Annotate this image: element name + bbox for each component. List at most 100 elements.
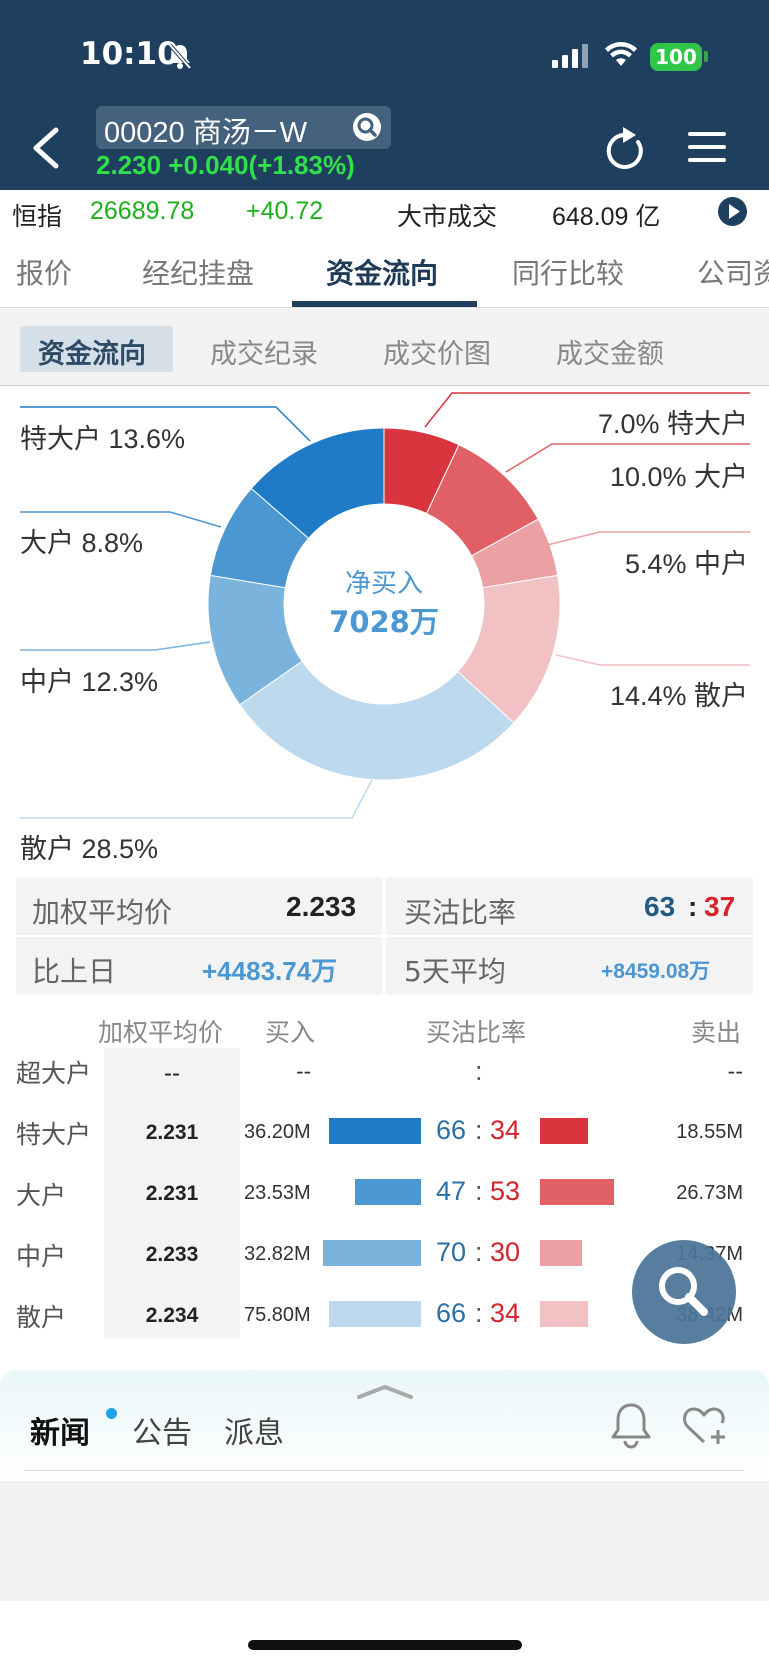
ratio-sep-super: : [475, 1115, 483, 1145]
leader-line-sell-large [505, 443, 750, 473]
buy-sell-ratio-label: 买沽比率 [404, 896, 517, 929]
donut-slice-buy-0 [250, 427, 385, 540]
sell-bar-large [540, 1179, 614, 1205]
cell-avg-retail: 2.234 [145, 1304, 199, 1327]
floating-search-button[interactable] [632, 1240, 736, 1344]
ratio-sell-super: 34 [490, 1115, 521, 1145]
chevron-up-icon[interactable] [357, 1383, 413, 1401]
ratio-buy-medium: 70 [436, 1237, 467, 1267]
battery-indicator: 100 [650, 43, 702, 71]
donut-label-sell-large: 10.0% 大户 [609, 462, 748, 492]
main-tabs: 报价 经纪挂盘 资金流向 同行比较 公司资 [0, 230, 769, 308]
bell-icon[interactable] [608, 1400, 654, 1450]
avg-price-label: 加权平均价 [32, 896, 173, 929]
cell-avg-medium: 2.233 [145, 1243, 199, 1266]
active-tab-indicator [292, 301, 477, 307]
donut-label-buy-super: 特大户 13.6% [20, 424, 186, 454]
news-tab-news[interactable]: 新闻 [30, 1416, 90, 1451]
col-header-avg-price: 加权平均价 [98, 1018, 224, 1047]
news-list-area [0, 1481, 769, 1601]
market-index-bar [0, 190, 769, 230]
play-icon[interactable] [718, 197, 747, 226]
leader-line-buy-large [20, 511, 222, 528]
row-label-super: 特大户 [16, 1120, 92, 1149]
vs-prev-day-value: +4483.74万 [202, 956, 338, 986]
summary-vs-prev-cell [16, 937, 382, 994]
summary-avg5-cell [386, 937, 753, 994]
capital-flow-donut-chart: 净买入 7028万 [20, 392, 750, 819]
subtab-trade-record[interactable]: 成交纪录 [210, 339, 318, 370]
bell-off-icon [168, 43, 192, 70]
tab-quote[interactable]: 报价 [16, 257, 73, 290]
news-tab-announcements[interactable]: 公告 [132, 1416, 192, 1451]
leader-line-buy-retail [20, 779, 373, 819]
avg-price-value: 2.233 [286, 891, 357, 922]
menu-icon[interactable] [688, 130, 726, 164]
leader-line-sell-retail [555, 654, 750, 666]
refresh-icon[interactable] [602, 124, 648, 174]
status-time: 10:10 [80, 36, 179, 72]
five-day-avg-value: +8459.08万 [601, 960, 711, 983]
buy-sell-ratio-sell: 37 [704, 891, 736, 922]
ratio-buy-large: 47 [436, 1176, 467, 1206]
cell-buy-super: 36.20M [244, 1121, 311, 1143]
avg-price-column-bg [104, 1048, 240, 1338]
index-label: 恒指 [12, 202, 63, 231]
subtab-capital-flow[interactable]: 资金流向 [38, 339, 146, 370]
back-button[interactable] [26, 120, 66, 176]
subtab-trade-price-chart[interactable]: 成交价图 [383, 339, 491, 370]
leader-line-sell-super [424, 392, 750, 428]
market-turnover-label: 大市成交 [397, 202, 498, 231]
donut-label-sell-super: 7.0% 特大户 [597, 409, 748, 439]
ratio-sep-medium: : [475, 1237, 483, 1267]
leader-line-buy-medium [20, 641, 211, 651]
buy-bar-retail [329, 1301, 421, 1327]
col-header-buy: 买入 [265, 1018, 316, 1047]
ratio-sell-medium: 30 [490, 1237, 521, 1267]
magnifier-icon [659, 1267, 708, 1316]
vs-prev-day-label: 比上日 [32, 955, 117, 988]
ratio-buy-super: 66 [436, 1115, 467, 1145]
donut-label-sell-medium: 5.4% 中户 [624, 549, 748, 579]
cell-buy-retail: 75.80M [244, 1304, 311, 1326]
cell-avg-large: 2.231 [145, 1182, 199, 1205]
cellular-signal-icon [552, 44, 588, 68]
sub-tab-active-bg [20, 326, 173, 372]
index-change: +40.72 [246, 197, 324, 225]
donut-label-buy-medium: 中户 12.3% [20, 667, 159, 697]
buy-sell-ratio-buy: 63 [644, 891, 676, 922]
subtab-trade-amount[interactable]: 成交金额 [556, 339, 664, 370]
summary-ratio-cell [386, 878, 753, 935]
ratio-sell-large: 53 [490, 1176, 521, 1206]
row-label-retail: 散户 [16, 1303, 67, 1332]
cell-sell-large: 26.73M [676, 1182, 743, 1204]
cell-ratio-sep-ultra: : [475, 1056, 483, 1086]
five-day-avg-label: 5天平均 [404, 955, 506, 988]
cell-buy-ultra: -- [296, 1058, 312, 1084]
tab-company-info[interactable]: 公司资 [697, 257, 769, 290]
ratio-sell-retail: 34 [490, 1298, 521, 1328]
row-label-large: 大户 [16, 1181, 67, 1210]
buy-bar-medium [323, 1240, 421, 1266]
stock-selector[interactable] [96, 106, 391, 149]
news-divider [24, 1470, 744, 1471]
index-value: 26689.78 [90, 197, 195, 225]
tab-peer-comparison[interactable]: 同行比较 [512, 257, 625, 290]
buy-sell-ratio-separator: : [688, 891, 698, 922]
news-tab-dividends[interactable]: 派息 [224, 1416, 284, 1451]
heart-plus-icon[interactable] [680, 1400, 732, 1450]
home-indicator[interactable] [248, 1640, 522, 1650]
donut-label-sell-retail: 14.4% 散户 [609, 681, 748, 711]
battery-nub [704, 51, 708, 62]
tab-broker-queue[interactable]: 经纪挂盘 [142, 257, 255, 290]
row-label-medium: 中户 [16, 1242, 67, 1271]
row-label-ultra: 超大户 [16, 1059, 92, 1088]
sell-bar-retail [540, 1301, 588, 1327]
stock-name: 00020 商汤－W [104, 117, 308, 149]
tab-capital-flow[interactable]: 资金流向 [326, 257, 439, 290]
stock-price: 2.230 +0.040(+1.83%) [96, 150, 355, 180]
cell-buy-medium: 32.82M [244, 1243, 311, 1265]
search-icon[interactable] [352, 112, 382, 142]
col-header-sell: 卖出 [691, 1018, 742, 1047]
donut-label-buy-large: 大户 8.8% [20, 528, 144, 558]
